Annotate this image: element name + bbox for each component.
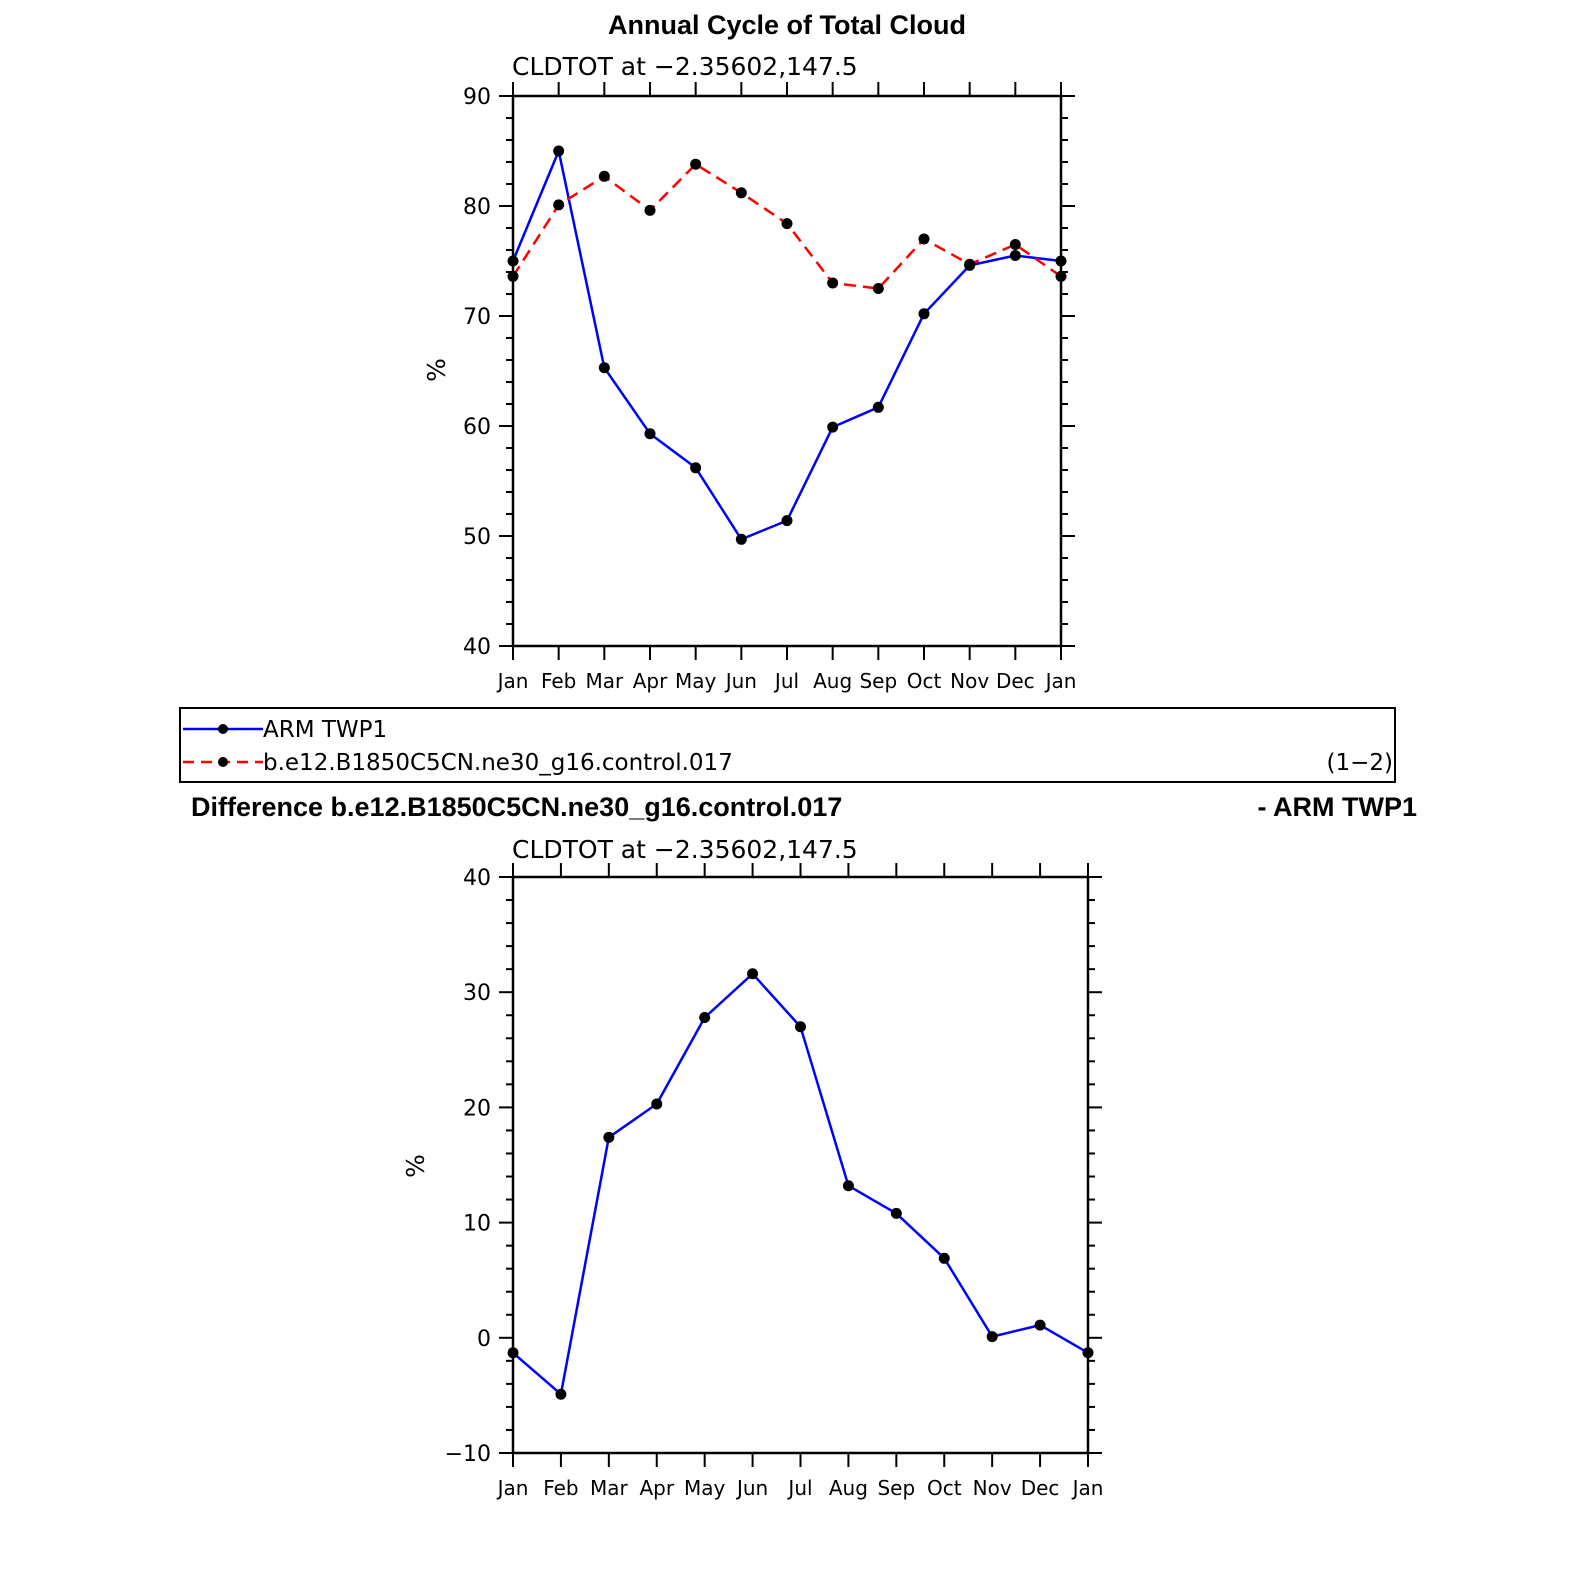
chart2-plot: −10 0 10 20 30 40 Jan Feb Mar Apr May Jun Jul Aug Sep O… — [445, 863, 1104, 1500]
chart1-data-point — [735, 533, 747, 545]
chart2-data-point — [890, 1207, 902, 1219]
chart2-data-point — [603, 1131, 615, 1143]
legend-label-model: b.e12.B1850C5CN.ne30_g16.control.017 — [263, 750, 733, 776]
chart1-data-point — [690, 158, 702, 170]
chart2-title-left: Difference b.e12.B1850C5CN.ne30_g16.cont… — [191, 792, 842, 822]
chart1-data-point — [872, 401, 884, 413]
chart1-data-point — [872, 283, 884, 294]
chart2-ytick-label: 0 — [477, 1327, 491, 1352]
chart1-xtick-label: Jan — [496, 669, 529, 693]
chart1-data-point — [553, 199, 565, 211]
chart2-xtick-label: Jul — [786, 1476, 812, 1500]
chart2-xtick-label: Feb — [543, 1476, 578, 1500]
chart2-data-point — [1082, 1347, 1094, 1359]
chart1-xtick-label: Feb — [541, 669, 576, 693]
chart1-xtick-label: Oct — [907, 669, 942, 693]
chart1-subtitle: CLDTOT at −2.35602,147.5 — [512, 52, 858, 81]
chart2-data-point — [507, 1347, 519, 1359]
chart1-xtick-label: Sep — [859, 669, 897, 693]
chart2-subtitle: CLDTOT at −2.35602,147.5 — [512, 835, 858, 864]
chart1-data-point — [964, 258, 976, 270]
chart2-frame — [511, 875, 1090, 1455]
chart2-ytick-label: 10 — [463, 1212, 491, 1237]
chart2-ytick-label: −10 — [445, 1442, 491, 1467]
chart1-ytick-label: 60 — [463, 415, 491, 440]
chart1-ylabel: % — [422, 358, 451, 382]
chart2-xtick-label: Jan — [496, 1476, 529, 1500]
chart2-data-point — [699, 1012, 711, 1024]
chart2-data-point — [555, 1388, 567, 1400]
chart1-xtick-label: Jan — [1044, 669, 1077, 693]
chart1-data-point — [918, 308, 930, 320]
chart1-data-point — [690, 462, 702, 474]
chart1-data-point — [827, 421, 839, 433]
chart2-xtick-label: Oct — [927, 1476, 962, 1500]
legend: ARM TWP1 b.e12.B1850C5CN.ne30_g16.contro… — [179, 707, 1396, 783]
chart1-xtick-label: Mar — [585, 669, 624, 693]
chart2-data-point — [986, 1331, 998, 1343]
chart1-frame — [511, 94, 1063, 648]
legend-note: (1−2) — [1327, 750, 1393, 776]
chart2-xtick-label: Apr — [639, 1476, 674, 1500]
chart2-xtick-label: Jan — [1071, 1476, 1104, 1500]
chart2-xtick-label: Dec — [1021, 1476, 1060, 1500]
legend-frame — [179, 707, 1396, 783]
chart1-data-point — [598, 170, 610, 182]
chart2-data-point — [795, 1021, 806, 1033]
chart1-plot: 40 50 60 70 80 90 Jan Feb Mar Apr May Jun Jul Aug Sep O… — [463, 82, 1076, 693]
legend-marker-arm — [218, 724, 228, 734]
chart1-data-point — [644, 204, 656, 216]
chart2-title-right: - ARM TWP1 — [1258, 792, 1417, 822]
chart1-data-point — [1055, 255, 1067, 267]
legend-marker-model — [218, 757, 228, 767]
chart2-ylabel: % — [401, 1154, 430, 1178]
chart1-data-point — [781, 218, 793, 230]
chart1-data-point — [827, 277, 839, 289]
chart2-series-line — [512, 972, 1089, 1396]
chart1-xtick-label: Jul — [773, 669, 799, 693]
chart1-ytick-label: 40 — [463, 635, 491, 660]
chart1-data-point — [553, 145, 565, 157]
chart2-data-point — [747, 968, 759, 980]
chart1-xtick-label: Apr — [633, 669, 668, 693]
chart1-data-point — [1055, 270, 1067, 282]
chart1-data-point — [1009, 250, 1021, 261]
chart2-data-point — [938, 1252, 950, 1264]
chart1-xtick-label: May — [675, 669, 717, 693]
chart1-ytick-label: 80 — [463, 195, 491, 220]
chart2-ytick-label: 40 — [463, 866, 491, 891]
chart1-ytick-label: 70 — [463, 305, 491, 330]
chart1-xtick-label: Dec — [996, 669, 1035, 693]
chart1-data-point — [644, 428, 656, 440]
chart2-xtick-label: Mar — [590, 1476, 629, 1500]
chart1-ytick-label: 90 — [463, 85, 491, 110]
chart2-xtick-label: May — [684, 1476, 726, 1500]
chart1-data-point — [918, 233, 930, 245]
chart1-data-point — [507, 255, 519, 267]
chart1-data-point — [735, 187, 747, 199]
chart1-xtick-label: Jun — [724, 669, 757, 693]
chart2-data-point — [842, 1180, 854, 1192]
chart1-xtick-label: Nov — [950, 669, 989, 693]
chart1-title: Annual Cycle of Total Cloud — [608, 10, 966, 40]
chart1-data-point — [507, 270, 519, 282]
chart1-ytick-label: 50 — [463, 525, 491, 550]
chart2-xtick-label: Aug — [829, 1476, 868, 1500]
chart2-ytick-label: 20 — [463, 1096, 491, 1121]
chart2-data-point — [1034, 1319, 1046, 1331]
chart1-data-point — [781, 515, 793, 527]
chart2-xtick-label: Jun — [735, 1476, 768, 1500]
chart2-data-point — [651, 1098, 663, 1110]
chart2-ytick-label: 30 — [463, 981, 491, 1006]
chart2-xtick-label: Nov — [973, 1476, 1012, 1500]
chart1-xtick-label: Aug — [813, 669, 852, 693]
chart1-series-line — [511, 149, 1062, 541]
chart1-data-point — [598, 362, 610, 374]
chart1-data-point — [1009, 239, 1021, 250]
chart2-xtick-label: Sep — [877, 1476, 915, 1500]
legend-label-arm: ARM TWP1 — [263, 717, 387, 743]
